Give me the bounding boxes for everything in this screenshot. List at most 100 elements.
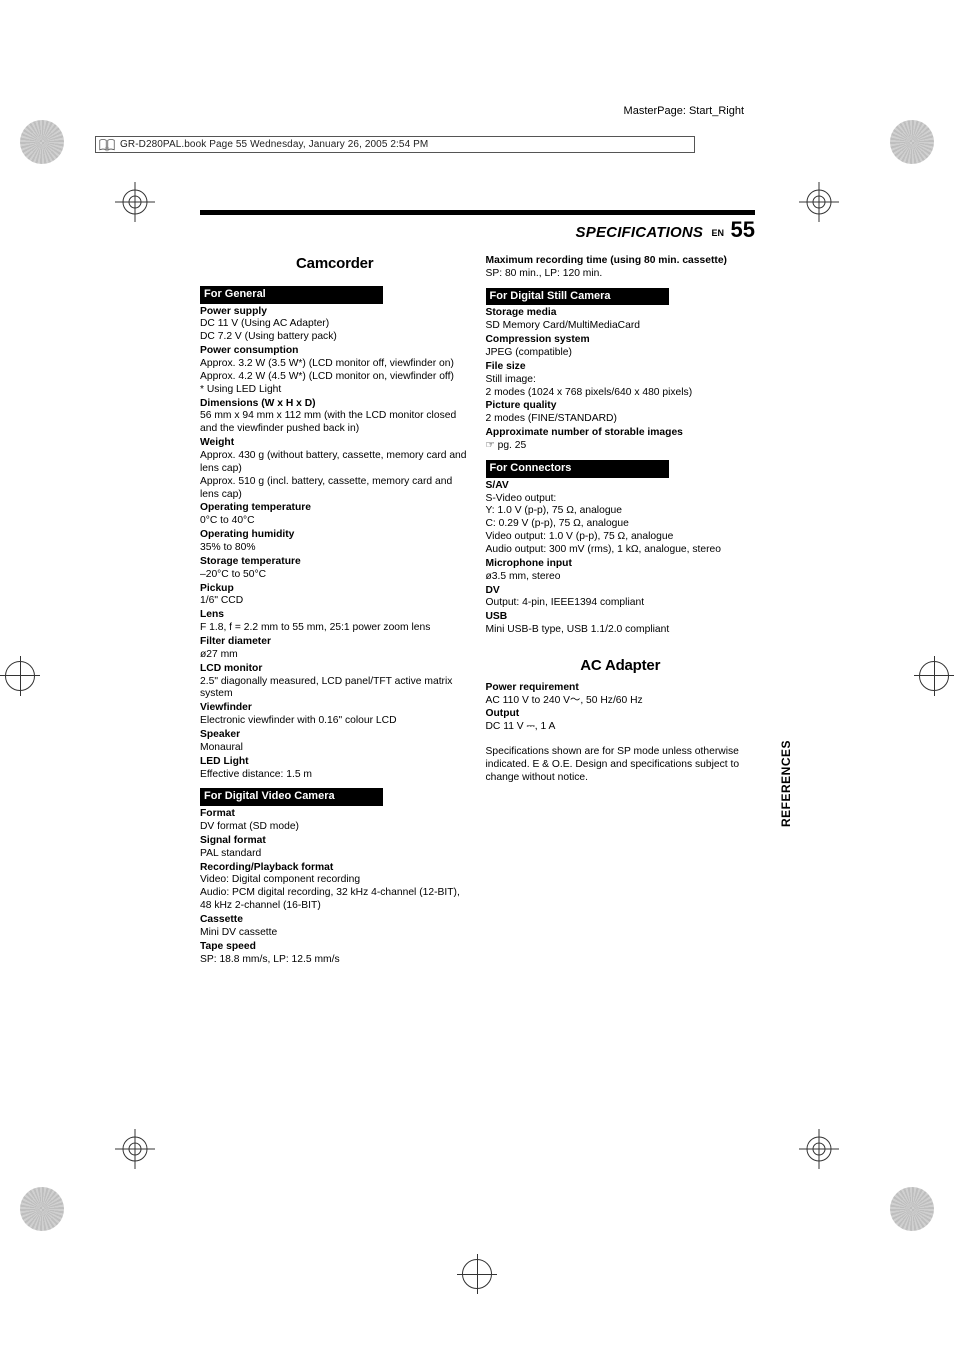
spec-item: Recording/Playback formatVideo: Digital … — [200, 862, 470, 913]
spec-value: DC 7.2 V (Using battery pack) — [200, 331, 470, 344]
spec-value: 2.5" diagonally measured, LCD panel/TFT … — [200, 676, 470, 702]
printer-mark-corner — [890, 120, 934, 164]
spec-label: Viewfinder — [200, 702, 470, 715]
still-specs: Storage mediaSD Memory Card/MultiMediaCa… — [486, 307, 756, 452]
masterpage-label: MasterPage: Start_Right — [624, 105, 744, 117]
spec-value: Approx. 430 g (without battery, cassette… — [200, 450, 470, 476]
spec-item: Microphone inputø3.5 mm, stereo — [486, 558, 756, 584]
printer-mark-corner — [20, 1187, 64, 1231]
spec-value: Video output: 1.0 V (p-p), 75 Ω, analogu… — [486, 531, 756, 544]
section-dvcam: For Digital Video Camera — [200, 788, 383, 806]
spec-value: Still image: — [486, 374, 756, 387]
crop-mark — [799, 182, 839, 222]
spec-item: SpeakerMonaural — [200, 729, 470, 755]
spec-label: Power requirement — [486, 682, 756, 695]
spec-label: Output — [486, 708, 756, 721]
spec-value: –20°C to 50°C — [200, 569, 470, 582]
spec-label: Operating temperature — [200, 502, 470, 515]
spec-item: Power supplyDC 11 V (Using AC Adapter)DC… — [200, 306, 470, 345]
spec-value: ø27 mm — [200, 649, 470, 662]
dvcam-specs: FormatDV format (SD mode)Signal formatPA… — [200, 808, 470, 966]
header-rule — [200, 210, 755, 215]
spec-value: 2 modes (1024 x 768 pixels/640 x 480 pix… — [486, 387, 756, 400]
spec-label: Recording/Playback format — [200, 862, 470, 875]
spec-value: SP: 80 min., LP: 120 min. — [486, 268, 756, 281]
printer-mark-corner — [20, 120, 64, 164]
spec-value: Audio output: 300 mV (rms), 1 kΩ, analog… — [486, 544, 756, 557]
spec-value: AC 110 V to 240 V〜, 50 Hz/60 Hz — [486, 695, 756, 708]
collation-bar: GR-D280PAL.book Page 55 Wednesday, Janua… — [95, 136, 695, 153]
spec-value: DC 11 V (Using AC Adapter) — [200, 318, 470, 331]
spec-item: Operating humidity35% to 80% — [200, 529, 470, 555]
spec-item: WeightApprox. 430 g (without battery, ca… — [200, 437, 470, 501]
spec-item: Power requirementAC 110 V to 240 V〜, 50 … — [486, 682, 756, 708]
spec-value: SD Memory Card/MultiMediaCard — [486, 320, 756, 333]
spec-label: Speaker — [200, 729, 470, 742]
spec-value: Video: Digital component recording — [200, 874, 470, 887]
spec-label: Signal format — [200, 835, 470, 848]
spec-value: Effective distance: 1.5 m — [200, 769, 470, 782]
spec-value: ø3.5 mm, stereo — [486, 571, 756, 584]
page-header: SPECIFICATIONS EN 55 — [200, 217, 755, 243]
spec-label: S/AV — [486, 480, 756, 493]
registration-mark — [919, 661, 949, 691]
spec-value: Mini DV cassette — [200, 927, 470, 940]
general-specs: Power supplyDC 11 V (Using AC Adapter)DC… — [200, 306, 470, 782]
spec-value: 0°C to 40°C — [200, 515, 470, 528]
crop-mark — [115, 182, 155, 222]
spec-value: Monaural — [200, 742, 470, 755]
spec-item: Operating temperature0°C to 40°C — [200, 502, 470, 528]
spec-label: Format — [200, 808, 470, 821]
spec-item: Power consumptionApprox. 3.2 W (3.5 W*) … — [200, 345, 470, 396]
dvcam-specs-cont: Maximum recording time (using 80 min. ca… — [486, 255, 756, 281]
spec-value: Y: 1.0 V (p-p), 75 Ω, analogue — [486, 505, 756, 518]
footnote: Specifications shown are for SP mode unl… — [486, 746, 756, 785]
spec-value: DC 11 V ⎓, 1 A — [486, 721, 756, 734]
spec-value: Approx. 510 g (incl. battery, cassette, … — [200, 476, 470, 502]
spec-value: 2 modes (FINE/STANDARD) — [486, 413, 756, 426]
spec-item: Dimensions (W x H x D)56 mm x 94 mm x 11… — [200, 398, 470, 437]
spec-label: DV — [486, 585, 756, 598]
spec-item: Compression systemJPEG (compatible) — [486, 334, 756, 360]
spec-label: Lens — [200, 609, 470, 622]
spec-value: Approx. 3.2 W (3.5 W*) (LCD monitor off,… — [200, 358, 470, 371]
spec-item: LCD monitor2.5" diagonally measured, LCD… — [200, 663, 470, 702]
spec-label: Picture quality — [486, 400, 756, 413]
spec-item: Filter diameterø27 mm — [200, 636, 470, 662]
spec-item: USBMini USB-B type, USB 1.1/2.0 complian… — [486, 611, 756, 637]
camcorder-heading: Camcorder — [200, 255, 470, 274]
ac-specs: Power requirementAC 110 V to 240 V〜, 50 … — [486, 682, 756, 734]
spec-label: File size — [486, 361, 756, 374]
spec-value: Mini USB-B type, USB 1.1/2.0 compliant — [486, 624, 756, 637]
connector-specs: S/AVS-Video output:Y: 1.0 V (p-p), 75 Ω,… — [486, 480, 756, 637]
spec-label: Storage media — [486, 307, 756, 320]
spec-item: Signal formatPAL standard — [200, 835, 470, 861]
spec-label: Operating humidity — [200, 529, 470, 542]
spec-label: Compression system — [486, 334, 756, 347]
spec-value: Audio: PCM digital recording, 32 kHz 4-c… — [200, 887, 470, 913]
spec-item: LED LightEffective distance: 1.5 m — [200, 756, 470, 782]
spec-label: Approximate number of storable images — [486, 427, 756, 440]
spec-label: LED Light — [200, 756, 470, 769]
spec-item: ViewfinderElectronic viewfinder with 0.1… — [200, 702, 470, 728]
spec-item: Storage mediaSD Memory Card/MultiMediaCa… — [486, 307, 756, 333]
spec-label: Storage temperature — [200, 556, 470, 569]
ac-adapter-heading: AC Adapter — [486, 657, 756, 676]
spec-item: Maximum recording time (using 80 min. ca… — [486, 255, 756, 281]
spec-value: * Using LED Light — [200, 384, 470, 397]
spec-item: Pickup1/6" CCD — [200, 583, 470, 609]
side-tab-references: REFERENCES — [779, 740, 793, 827]
section-general: For General — [200, 286, 383, 304]
registration-mark — [462, 1259, 492, 1289]
registration-mark — [5, 661, 35, 691]
spec-value: ☞ pg. 25 — [486, 440, 756, 453]
spec-label: Cassette — [200, 914, 470, 927]
spec-item: FormatDV format (SD mode) — [200, 808, 470, 834]
spec-item: File sizeStill image:2 modes (1024 x 768… — [486, 361, 756, 400]
section-connectors: For Connectors — [486, 460, 669, 478]
collation-text: GR-D280PAL.book Page 55 Wednesday, Janua… — [120, 139, 428, 150]
spec-item: CassetteMini DV cassette — [200, 914, 470, 940]
spec-item: LensF 1.8, f = 2.2 mm to 55 mm, 25:1 pow… — [200, 609, 470, 635]
header-title: SPECIFICATIONS — [576, 224, 704, 241]
spec-value: SP: 18.8 mm/s, LP: 12.5 mm/s — [200, 954, 470, 967]
